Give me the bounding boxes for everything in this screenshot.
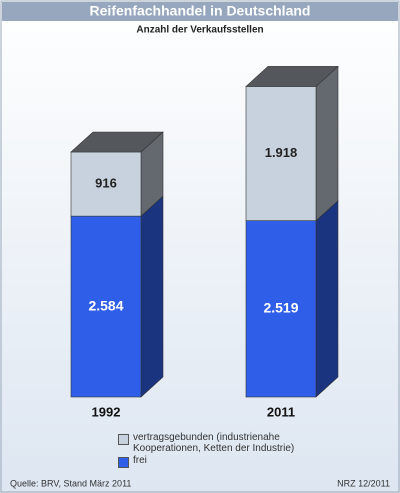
title-bar: [2, 2, 398, 21]
bar-side: [140, 195, 164, 398]
legend: vertragsgebunden (industrienahe Kooperat…: [118, 432, 338, 469]
bar-front: [70, 151, 142, 217]
legend-item: frei: [118, 455, 338, 468]
bar-side: [315, 65, 339, 222]
source: Quelle: BRV, Stand März 2011: [10, 478, 131, 488]
value-label: 2.584: [88, 297, 123, 313]
legend-swatch: [118, 457, 129, 468]
bar-top: [70, 131, 164, 153]
value-label: 2.519: [263, 300, 298, 316]
bar-front: [245, 86, 317, 221]
bar-front: [245, 220, 317, 398]
bar-front: [70, 215, 142, 398]
legend-swatch: [118, 434, 129, 445]
chart-subtitle: Anzahl der Verkaufsstellen: [136, 25, 263, 36]
value-label: 1.918: [265, 145, 298, 160]
bar-segment: [70, 131, 164, 217]
chart-title: Reifenfachhandel in Deutschland: [90, 3, 311, 19]
bar-top: [245, 66, 339, 87]
legend-label: frei: [133, 455, 147, 466]
credit: NRZ 12/2011: [337, 478, 390, 488]
legend-label: vertragsgebunden (industrienahe Kooperat…: [133, 432, 295, 454]
bar-side: [315, 199, 339, 398]
bar-segment: [70, 195, 164, 398]
bar-segment: [245, 65, 339, 222]
x-tick-label: 1992: [92, 404, 121, 419]
legend-item: vertragsgebunden (industrienahe Kooperat…: [118, 432, 338, 454]
x-tick-label: 2011: [267, 404, 295, 419]
value-label: 916: [95, 175, 117, 190]
bar-segment: [245, 199, 339, 398]
